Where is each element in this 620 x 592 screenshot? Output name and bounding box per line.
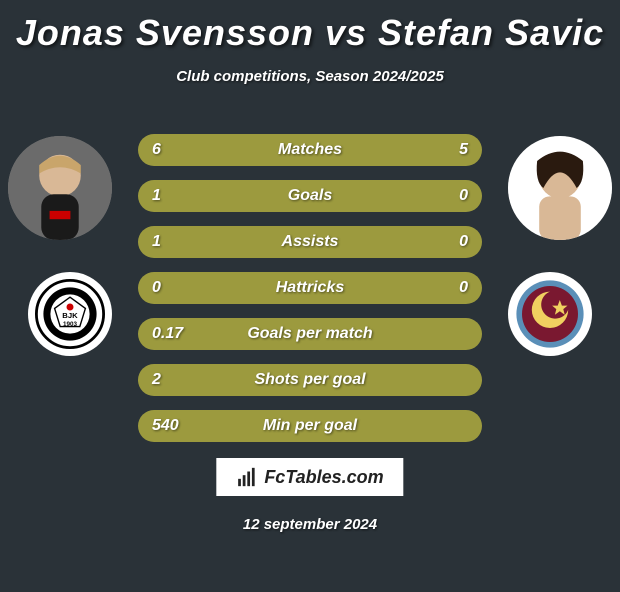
stat-right-value: 0 <box>459 279 468 297</box>
stat-left-value: 6 <box>152 141 161 159</box>
stat-left-value: 2 <box>152 371 161 389</box>
stat-label: Goals <box>138 187 482 205</box>
stat-row: 0 Hattricks 0 <box>138 272 482 304</box>
stat-left-value: 1 <box>152 187 161 205</box>
stats-container: 6 Matches 5 1 Goals 0 1 Assists 0 0 Hatt… <box>138 134 482 456</box>
stat-label: Assists <box>138 233 482 251</box>
stat-left-value: 0.17 <box>152 325 183 343</box>
svg-text:1903: 1903 <box>63 321 78 328</box>
comparison-subtitle: Club competitions, Season 2024/2025 <box>0 68 620 85</box>
stat-row: 1 Goals 0 <box>138 180 482 212</box>
player-left-club-badge: BJK 1903 <box>28 272 112 356</box>
brand-attribution: FcTables.com <box>216 458 403 496</box>
stat-label: Shots per goal <box>138 371 482 389</box>
chart-icon <box>236 466 258 488</box>
player-left-avatar <box>8 136 112 240</box>
svg-text:BJK: BJK <box>62 311 78 320</box>
stat-row: 2 Shots per goal <box>138 364 482 396</box>
stat-left-value: 0 <box>152 279 161 297</box>
comparison-title: Jonas Svensson vs Stefan Savic <box>0 12 620 54</box>
comparison-date: 12 september 2024 <box>0 516 620 533</box>
player-right-avatar <box>508 136 612 240</box>
stat-label: Min per goal <box>138 417 482 435</box>
stat-left-value: 540 <box>152 417 179 435</box>
stat-label: Goals per match <box>138 325 482 343</box>
stat-label: Hattricks <box>138 279 482 297</box>
stat-row: 6 Matches 5 <box>138 134 482 166</box>
stat-right-value: 0 <box>459 233 468 251</box>
stat-right-value: 5 <box>459 141 468 159</box>
stat-left-value: 1 <box>152 233 161 251</box>
stat-label: Matches <box>138 141 482 159</box>
player-right-club-badge <box>508 272 592 356</box>
stat-row: 1 Assists 0 <box>138 226 482 258</box>
stat-row: 0.17 Goals per match <box>138 318 482 350</box>
brand-text: FcTables.com <box>264 467 383 488</box>
stat-right-value: 0 <box>459 187 468 205</box>
stat-row: 540 Min per goal <box>138 410 482 442</box>
